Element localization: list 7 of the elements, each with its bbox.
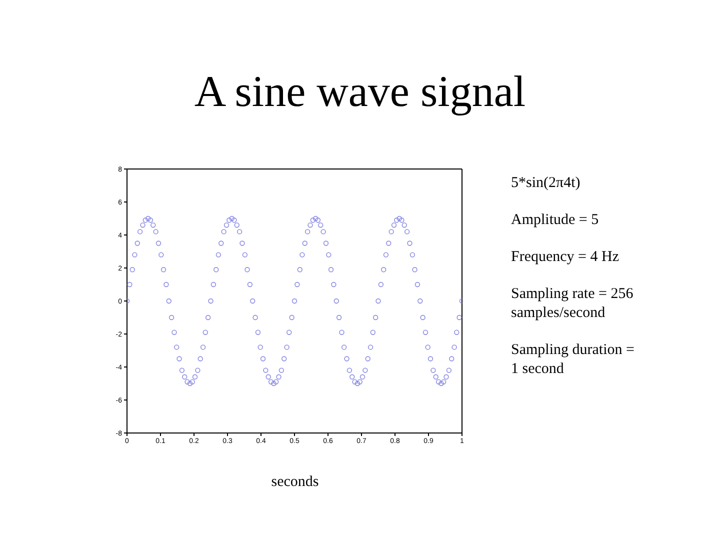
text: 5*sin(2π4t) bbox=[511, 174, 582, 193]
text: Sampling rate = 256 samples/second bbox=[511, 285, 634, 323]
x-axis-title: seconds bbox=[270, 474, 320, 491]
text: Sampling duration = 1 second bbox=[511, 341, 636, 379]
chart-title: A sine wave signal bbox=[193, 66, 527, 117]
text: Frequency = 4 Hz bbox=[511, 248, 620, 267]
text: Amplitude = 5 bbox=[511, 211, 600, 230]
